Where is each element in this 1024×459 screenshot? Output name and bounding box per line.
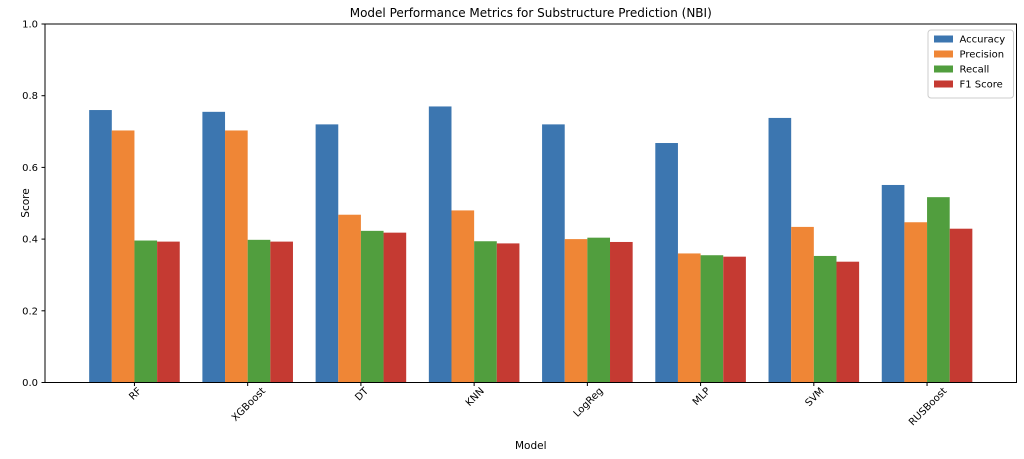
x-axis-label: Model bbox=[515, 440, 547, 452]
y-tick-label: 0.0 bbox=[22, 378, 38, 389]
bar-RF-accuracy bbox=[89, 110, 112, 383]
bar-RF-f1-score bbox=[157, 241, 180, 383]
legend: Accuracy Precision Recall F1 Score bbox=[927, 29, 1014, 99]
bar-MLP-precision bbox=[677, 253, 701, 383]
legend-label-precision: Precision bbox=[960, 50, 1005, 61]
x-tick-label: KNN bbox=[464, 386, 487, 409]
bar-RUSBoost-f1-score bbox=[949, 228, 973, 383]
legend-label-accuracy: Accuracy bbox=[960, 35, 1006, 46]
bar-DT-precision bbox=[338, 214, 361, 383]
bar-XGBoost-accuracy bbox=[202, 111, 226, 383]
x-tick-label: SVM bbox=[803, 386, 826, 409]
bar-KNN-recall bbox=[474, 241, 497, 383]
x-tick-label: DT bbox=[353, 385, 371, 403]
bar-RUSBoost-recall bbox=[927, 197, 950, 383]
x-tick-label: LogReg bbox=[572, 386, 606, 420]
bar-KNN-precision bbox=[451, 210, 475, 383]
y-tick-label: 1.0 bbox=[22, 20, 38, 31]
y-tick-label: 0.6 bbox=[22, 163, 38, 174]
bar-RF-precision bbox=[111, 130, 135, 383]
legend-swatch-recall bbox=[934, 65, 953, 73]
bar-RUSBoost-precision bbox=[904, 222, 928, 383]
y-tick-label: 0.8 bbox=[22, 91, 38, 102]
bar-MLP-accuracy bbox=[655, 143, 678, 383]
bar-DT-f1-score bbox=[383, 232, 407, 383]
bar-MLP-f1-score bbox=[723, 256, 746, 383]
bar-DT-accuracy bbox=[315, 124, 339, 383]
x-axis: RF XGBoost DT KNN LogReg MLP SVM RUSBoost bbox=[127, 382, 949, 428]
bar-XGBoost-recall bbox=[247, 239, 271, 383]
bar-DT-recall bbox=[360, 230, 384, 383]
plot-border bbox=[44, 23, 1017, 383]
bar-RUSBoost-accuracy bbox=[881, 184, 905, 383]
bar-KNN-accuracy bbox=[428, 106, 452, 383]
bar-RF-recall bbox=[134, 240, 158, 383]
y-axis: 0.0 0.2 0.4 0.6 0.8 1.0 bbox=[22, 20, 45, 389]
bar-SVM-f1-score bbox=[836, 261, 860, 383]
y-axis-label: Score bbox=[20, 188, 32, 217]
y-tick-label: 0.4 bbox=[22, 235, 38, 246]
x-tick-label: RUSBoost bbox=[907, 386, 949, 428]
bar-XGBoost-precision bbox=[225, 130, 248, 383]
bar-LogReg-precision bbox=[564, 239, 588, 383]
y-tick-label: 0.2 bbox=[22, 306, 38, 317]
bar-LogReg-f1-score bbox=[610, 241, 633, 383]
x-tick-label: XGBoost bbox=[230, 386, 268, 424]
bar-SVM-accuracy bbox=[768, 117, 792, 383]
bar-SVM-recall bbox=[813, 255, 837, 383]
bar-MLP-recall bbox=[700, 255, 724, 383]
legend-swatch-accuracy bbox=[934, 35, 953, 43]
bars-layer bbox=[89, 106, 973, 383]
bar-SVM-precision bbox=[791, 226, 814, 383]
x-tick-label: RF bbox=[127, 386, 144, 403]
bar-XGBoost-f1-score bbox=[270, 241, 293, 383]
legend-label-recall: Recall bbox=[960, 65, 990, 76]
legend-swatch-precision bbox=[934, 50, 953, 58]
chart-title: Model Performance Metrics for Substructu… bbox=[350, 6, 712, 20]
bar-KNN-f1-score bbox=[496, 243, 520, 383]
x-tick-label: MLP bbox=[691, 386, 713, 408]
legend-label-f1-score: F1 Score bbox=[960, 80, 1003, 91]
bar-LogReg-accuracy bbox=[542, 124, 565, 383]
legend-swatch-f1-score bbox=[934, 80, 953, 88]
bar-LogReg-recall bbox=[587, 237, 611, 383]
